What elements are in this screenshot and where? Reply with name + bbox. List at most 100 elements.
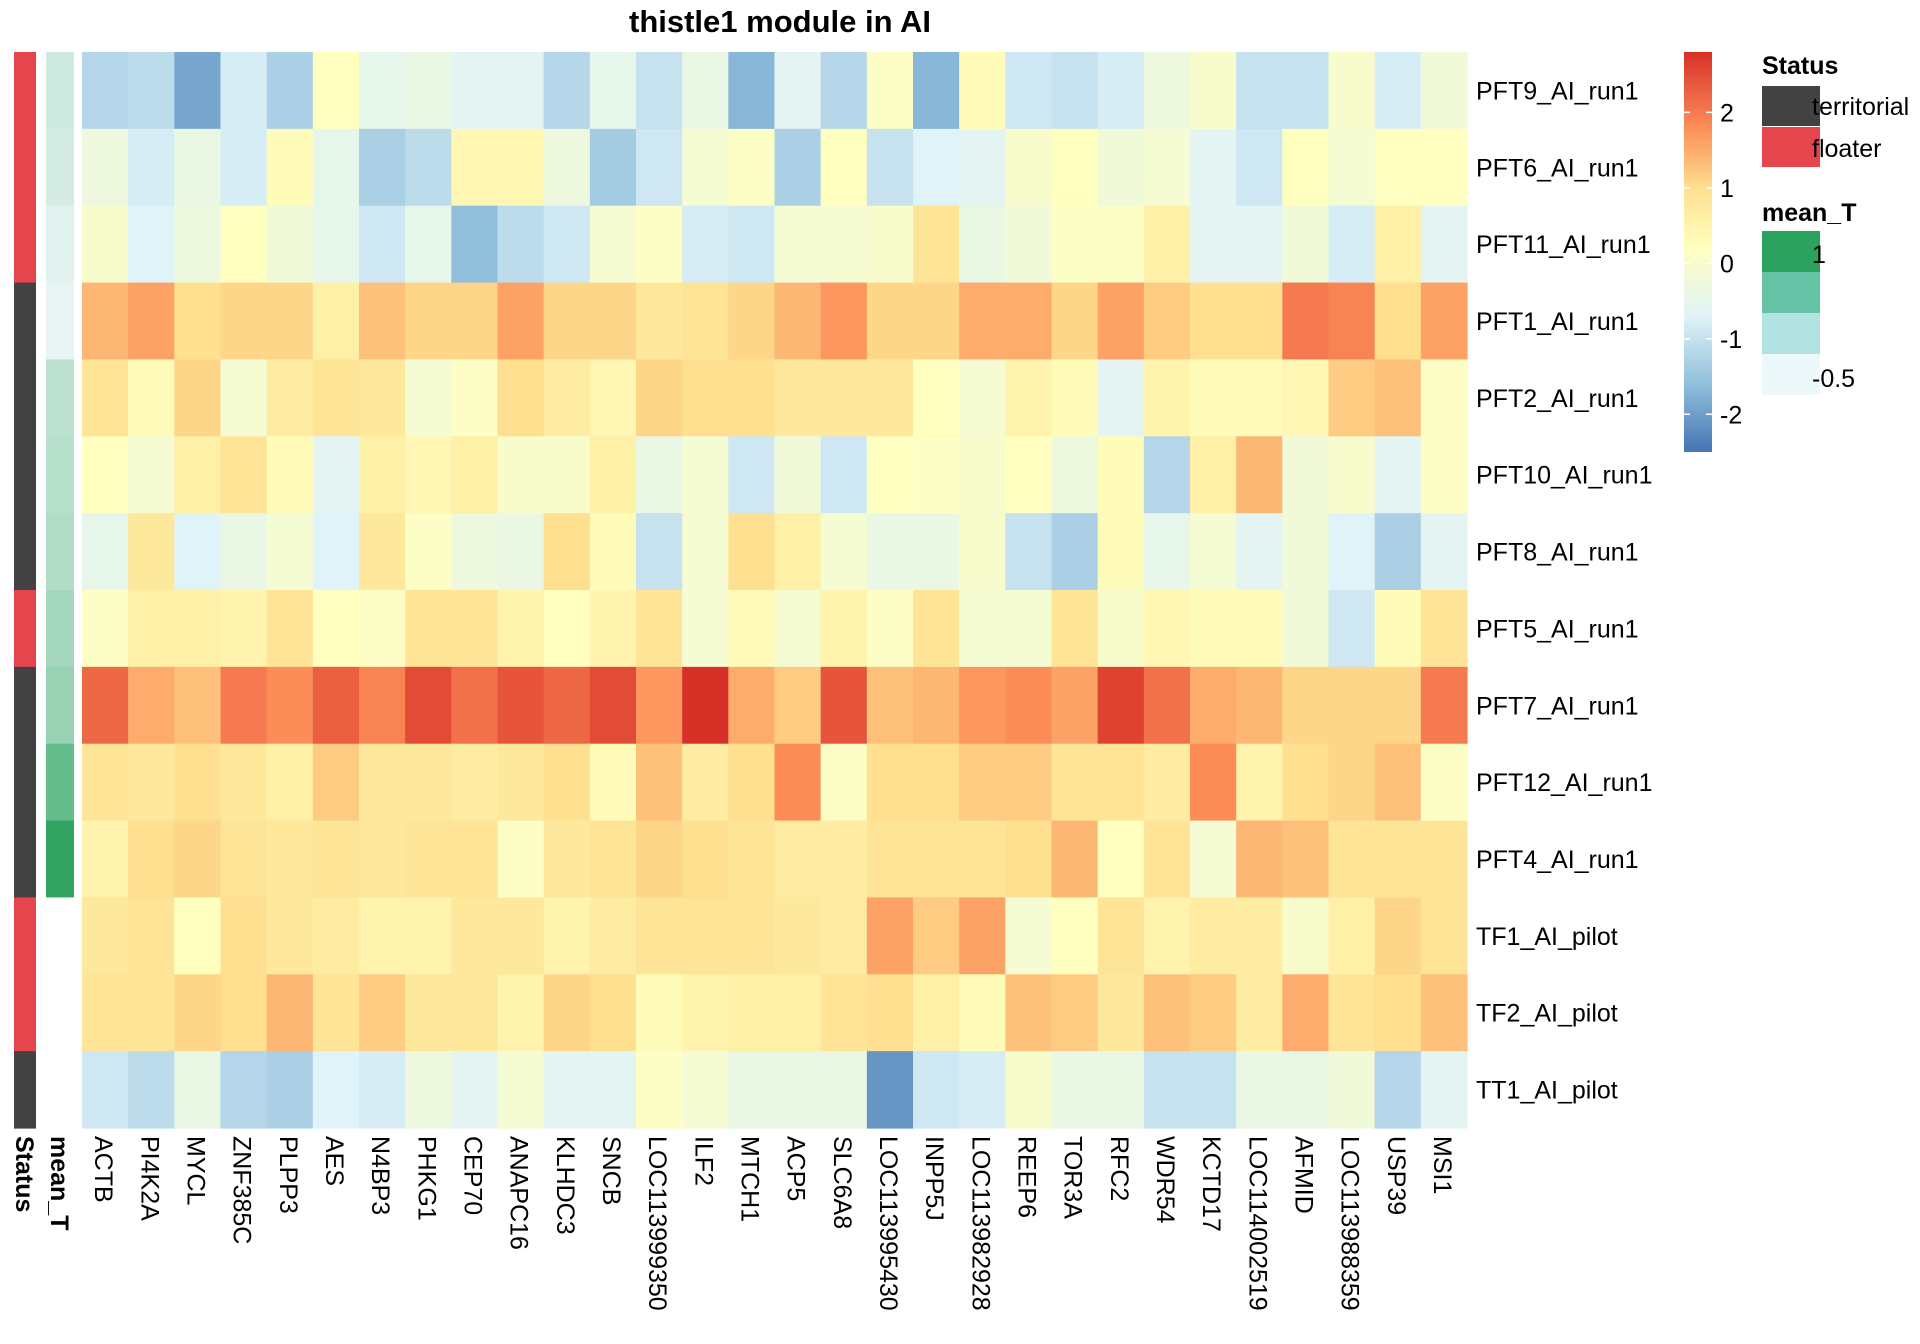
heatmap-cell bbox=[1328, 282, 1376, 361]
heatmap-cell bbox=[1282, 205, 1330, 284]
status-annotation-cell bbox=[14, 590, 36, 668]
heatmap-cell bbox=[405, 282, 452, 361]
heatmap-cell bbox=[866, 666, 914, 745]
heatmap-cell bbox=[682, 359, 729, 437]
heatmap-cell bbox=[1051, 974, 1099, 1052]
heatmap-cell bbox=[774, 590, 822, 668]
heatmap-cell bbox=[405, 666, 452, 745]
heatmap-cell bbox=[1190, 590, 1237, 668]
heatmap-cell bbox=[1051, 205, 1099, 284]
heatmap-cell bbox=[1328, 820, 1376, 899]
heatmap-cell bbox=[589, 436, 637, 514]
heatmap-cell bbox=[220, 128, 268, 207]
heatmap-cell bbox=[1420, 52, 1468, 130]
heatmap-cell bbox=[820, 1051, 868, 1129]
heatmap-cell bbox=[1005, 52, 1053, 130]
heatmap-cell bbox=[1051, 282, 1099, 361]
heatmap-cell bbox=[820, 666, 868, 745]
heatmap-cell bbox=[774, 897, 822, 975]
column-label: ACTB bbox=[89, 1136, 117, 1203]
heatmap-cell bbox=[913, 590, 960, 668]
heatmap-cell bbox=[589, 52, 637, 130]
heatmap-cell bbox=[682, 590, 729, 668]
heatmap-cell bbox=[913, 205, 960, 284]
heatmap-cell bbox=[774, 820, 822, 899]
heatmap-cell bbox=[543, 282, 591, 361]
heatmap-cell bbox=[174, 52, 222, 130]
heatmap-cell bbox=[866, 282, 914, 361]
heatmap-cell bbox=[359, 666, 406, 745]
heatmap-cell bbox=[774, 513, 822, 591]
heatmap-cell bbox=[497, 513, 545, 591]
column-label: SNCB bbox=[597, 1136, 625, 1205]
heatmap-cell bbox=[451, 743, 499, 822]
heatmap-cell bbox=[266, 436, 314, 514]
mean-t-legend-tick-high: 1 bbox=[1812, 241, 1826, 269]
mean-t-annotation-cell bbox=[46, 820, 74, 899]
heatmap-cell bbox=[1328, 743, 1376, 822]
heatmap-cell bbox=[543, 1051, 591, 1129]
heatmap-cell bbox=[359, 974, 406, 1052]
heatmap-cell bbox=[312, 128, 360, 207]
heatmap-cell bbox=[820, 436, 868, 514]
heatmap-cell bbox=[636, 666, 683, 745]
heatmap-cell bbox=[82, 282, 129, 361]
heatmap-cell bbox=[266, 974, 314, 1052]
heatmap-cell bbox=[959, 282, 1006, 361]
heatmap-cell bbox=[220, 205, 268, 284]
heatmap-cell bbox=[1005, 128, 1053, 207]
heatmap-cell bbox=[589, 205, 637, 284]
heatmap-cell bbox=[405, 820, 452, 899]
heatmap-cell bbox=[1374, 52, 1422, 130]
heatmap-cell bbox=[728, 974, 776, 1052]
heatmap-cell bbox=[1005, 897, 1053, 975]
heatmap-cell bbox=[913, 974, 960, 1052]
heatmap-cell bbox=[913, 897, 960, 975]
heatmap-cell bbox=[728, 359, 776, 437]
column-label: MSI1 bbox=[1428, 1136, 1456, 1194]
heatmap-cell bbox=[820, 974, 868, 1052]
heatmap-cell bbox=[266, 52, 314, 130]
heatmap-cell bbox=[682, 743, 729, 822]
heatmap-cell bbox=[866, 743, 914, 822]
color-scale-tick-label: 0 bbox=[1720, 250, 1734, 278]
mean-t-annotation-cell bbox=[46, 436, 74, 514]
heatmap-cell bbox=[1420, 666, 1468, 745]
heatmap-cell bbox=[1374, 359, 1422, 437]
status-annotation-cell bbox=[14, 974, 36, 1052]
heatmap-cell bbox=[543, 513, 591, 591]
column-label: ZNF385C bbox=[228, 1136, 256, 1244]
status-annotation-cell bbox=[14, 820, 36, 899]
heatmap-cell bbox=[451, 1051, 499, 1129]
heatmap-cell bbox=[1420, 128, 1468, 207]
heatmap-cell bbox=[543, 52, 591, 130]
heatmap-cell bbox=[1236, 513, 1283, 591]
heatmap-cell bbox=[174, 743, 222, 822]
heatmap-cell bbox=[1143, 743, 1191, 822]
heatmap-cell bbox=[266, 205, 314, 284]
heatmap-cell bbox=[1374, 820, 1422, 899]
mean-t-annotation-cell bbox=[46, 743, 74, 822]
heatmap-cell bbox=[266, 743, 314, 822]
heatmap-cell bbox=[959, 128, 1006, 207]
heatmap-cell bbox=[266, 513, 314, 591]
heatmap-cell bbox=[1143, 974, 1191, 1052]
heatmap-cell bbox=[913, 820, 960, 899]
heatmap-cell bbox=[959, 743, 1006, 822]
heatmap-cell bbox=[774, 974, 822, 1052]
heatmap-cell bbox=[82, 666, 129, 745]
heatmap-cell bbox=[497, 436, 545, 514]
mean-t-annotation-cell bbox=[46, 974, 74, 1052]
row-labels: PFT9_AI_run1 PFT6_AI_run1 PFT11_AI_run1 PFT… bbox=[1476, 77, 1653, 1104]
heatmap-cell bbox=[636, 205, 683, 284]
heatmap-cell bbox=[1282, 666, 1330, 745]
heatmap-cell bbox=[1420, 282, 1468, 361]
column-label: KLHDC3 bbox=[551, 1136, 579, 1235]
heatmap-cell bbox=[1190, 666, 1237, 745]
heatmap-cell bbox=[1236, 897, 1283, 975]
heatmap-cell bbox=[866, 52, 914, 130]
column-label: USP39 bbox=[1382, 1136, 1410, 1215]
heatmap-cell bbox=[405, 128, 452, 207]
heatmap-cell bbox=[959, 666, 1006, 745]
